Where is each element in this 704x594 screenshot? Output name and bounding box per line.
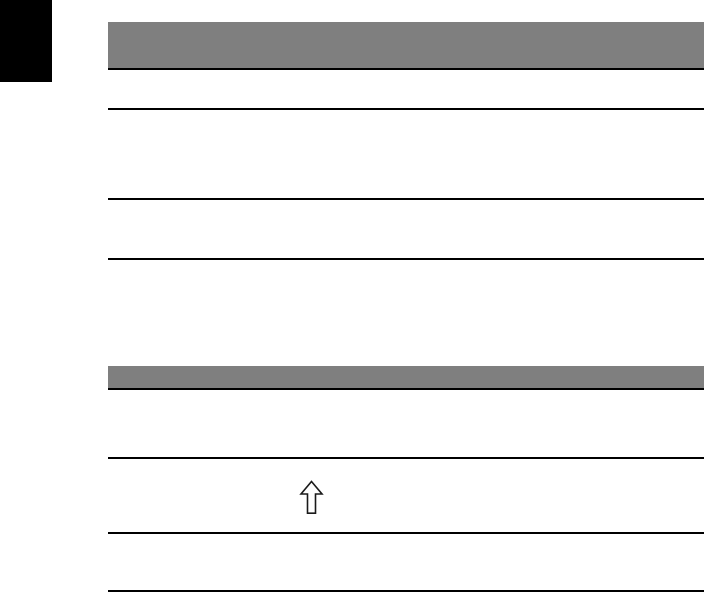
upper-table (108, 22, 704, 260)
table-row (108, 110, 704, 200)
table-row (108, 390, 704, 459)
table-row (108, 459, 704, 534)
table-row (108, 200, 704, 260)
table-row (108, 534, 704, 592)
lower-table (108, 366, 704, 592)
upper-table-header (108, 22, 704, 70)
lower-table-header (108, 366, 704, 390)
shift-arrow-icon (299, 480, 324, 515)
table-row (108, 70, 704, 110)
page-edge-tab (0, 0, 52, 82)
